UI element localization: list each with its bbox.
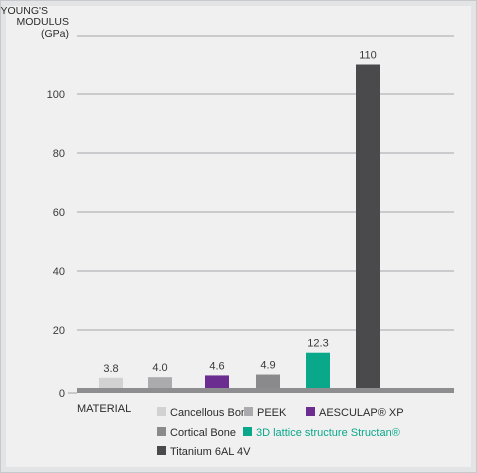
- value-label-4: 4.9: [260, 360, 275, 372]
- y-axis-label-line-1: YOUNG'S: [0, 5, 48, 17]
- legend-swatch-2: [244, 407, 253, 416]
- bar-3: [205, 375, 229, 389]
- legend-swatch-6: [157, 446, 166, 455]
- bars: [99, 64, 380, 389]
- y-tick-label-20: 20: [53, 325, 65, 337]
- bar-4: [256, 374, 280, 389]
- y-tick-label-60: 60: [53, 207, 65, 219]
- y-tick-label-40: 40: [53, 266, 65, 278]
- legend-swatch-5: [243, 427, 252, 436]
- legend: Cancellous Bone PEEK AESCULAP® XP Cortical …: [157, 407, 404, 458]
- legend-swatch-4: [157, 427, 166, 436]
- y-axis-label-line-2: MODULUS: [16, 16, 69, 28]
- legend-label-3: AESCULAP® XP: [319, 407, 404, 419]
- value-label-2: 4.0: [152, 362, 167, 374]
- value-label-5: 12.3: [307, 338, 328, 350]
- legend-label-4: Cortical Bone: [170, 427, 236, 439]
- value-label-1: 3.8: [103, 363, 118, 375]
- gridlines: [77, 35, 454, 331]
- bar-6: [356, 64, 380, 389]
- y-tick-label-80: 80: [53, 148, 65, 160]
- bar-5: [306, 352, 330, 389]
- legend-label-5: 3D lattice structure Structan®: [256, 427, 400, 439]
- y-tick-label-100: 100: [47, 89, 65, 101]
- legend-swatch-3: [306, 407, 315, 416]
- legend-label-6: Titanium 6AL 4V: [170, 446, 251, 458]
- legend-label-1: Cancellous Bone: [170, 407, 253, 419]
- value-labels: 3.8 4.0 4.6 4.9 12.3 110: [103, 50, 376, 375]
- legend-swatch-1: [157, 407, 166, 416]
- x-axis-label: MATERIAL: [77, 403, 131, 415]
- x-axis-baseline: [77, 388, 454, 393]
- legend-label-2: PEEK: [257, 407, 287, 419]
- bar-2: [148, 377, 172, 389]
- value-label-3: 4.6: [209, 360, 224, 372]
- y-axis-label-line-3: (GPa): [41, 28, 69, 40]
- value-label-6: 110: [359, 50, 377, 62]
- bar-1: [99, 377, 123, 389]
- y-tick-label-0: 0: [59, 388, 65, 400]
